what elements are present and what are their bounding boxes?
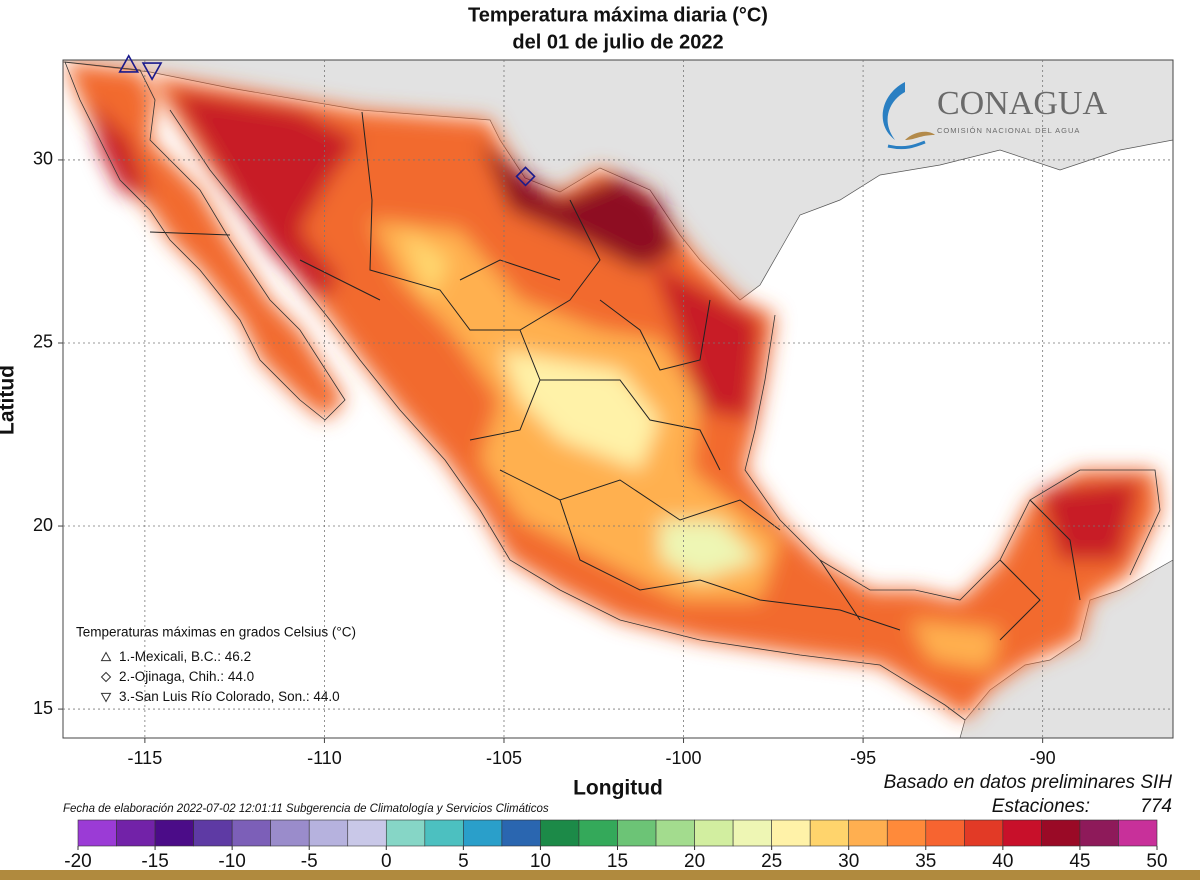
footer: Fecha de elaboración 2022-07-02 12:01:11… [63, 803, 549, 815]
colorbar-tick-label: 0 [381, 851, 392, 872]
colorbar-tick-label: 20 [684, 851, 705, 872]
colorbar-bin [925, 819, 965, 847]
x-tick-label: -90 [1030, 748, 1056, 768]
bottom-stripe [0, 870, 1200, 880]
colorbar-tick-label: -5 [301, 851, 318, 872]
colorbar-bin [1118, 819, 1158, 847]
colorbar-bin [809, 819, 850, 847]
colorbar-bin [270, 819, 310, 847]
x-tick-label: -115 [128, 748, 163, 768]
colorbar-tick-label: -15 [141, 851, 168, 872]
colorbar-bin [154, 819, 194, 847]
colorbar-tick-label: 10 [530, 851, 551, 872]
colorbar-tick-label: 15 [607, 851, 628, 872]
colorbar-tick-label: 30 [838, 851, 859, 872]
logo-name: CONAGUA [937, 85, 1107, 122]
colorbar-bin [463, 819, 503, 847]
y-axis-label: Latitud [0, 365, 19, 435]
state-borders [149, 111, 1081, 641]
logo: CONAGUA COMISIÓN NACIONAL DEL AGUA [882, 82, 1107, 150]
legend-symbol [100, 651, 112, 662]
colorbar-bin [964, 819, 1004, 847]
station-value: 44.0 [228, 669, 254, 684]
colorbar-bin [732, 819, 772, 847]
station-label: 1.-Mexicali, B.C.: [119, 649, 221, 664]
title: Temperatura máxima diaria (°C) [468, 4, 768, 26]
x-tick-label: -110 [307, 748, 342, 768]
colorbar-bin [501, 819, 541, 847]
colorbar-bin [1002, 819, 1042, 847]
colorbar-bin [886, 819, 927, 847]
logo-swirl [882, 82, 905, 140]
colorbar-tick-label: -20 [64, 851, 91, 872]
y-tick-label: 25 [33, 332, 53, 352]
station-value: 44.0 [313, 689, 339, 704]
x-tick-label: -95 [850, 748, 876, 768]
colorbar-bin [424, 819, 464, 847]
y-tick-label: 20 [33, 515, 53, 535]
mexico-coast [64, 61, 1161, 721]
stations-count-label: Estaciones: [992, 796, 1090, 817]
colorbar-bin [308, 819, 349, 847]
station-value: 46.2 [225, 649, 251, 664]
colorbar-tick-label: 35 [915, 851, 936, 872]
colorbar-tick-label: 50 [1146, 851, 1167, 872]
colorbar-bin [116, 819, 156, 847]
colorbar-bin [655, 819, 695, 847]
colorbar-bin [578, 819, 618, 847]
legend-symbol [100, 692, 112, 703]
colorbar-tick-label: 40 [992, 851, 1013, 872]
colorbar-tick-label: 45 [1069, 851, 1090, 872]
colorbar-tick-label: -10 [218, 851, 245, 872]
legend-box [72, 618, 402, 710]
station-label: 2.-Ojinaga, Chih.: [119, 669, 224, 684]
subtitle: del 01 de julio de 2022 [512, 31, 723, 53]
legend-entry: 2.-Ojinaga, Chih.: 44.0 [119, 669, 254, 684]
colorbar-bin [694, 819, 734, 847]
legend-symbol [100, 671, 112, 683]
map-frame [62, 59, 1174, 739]
colorbar-bin [193, 819, 233, 847]
station-marker [141, 62, 163, 81]
logo-tagline: COMISIÓN NACIONAL DEL AGUA [937, 126, 1080, 135]
y-tick-label: 30 [33, 149, 53, 169]
colorbar-bin [771, 819, 811, 847]
logo-bird [905, 131, 935, 140]
colorbar-bin [1041, 819, 1081, 847]
y-tick-label: 15 [33, 698, 53, 718]
colorbar-bin [385, 819, 426, 847]
source-note: Basado en datos preliminares SIH [884, 772, 1173, 793]
colorbar-bin [617, 819, 657, 847]
x-axis-label: Longitud [573, 777, 663, 800]
legend-entry: 1.-Mexicali, B.C.: 46.2 [119, 649, 251, 664]
colorbar-bin [231, 819, 271, 847]
colorbar-bin [848, 819, 888, 847]
legend-title: Temperaturas máximas en grados Celsius (… [76, 625, 356, 640]
station-label: 3.-San Luis Río Colorado, Son.: [119, 689, 310, 704]
colorbar-bin [1079, 819, 1119, 847]
x-tick-label: -100 [666, 748, 702, 768]
x-tick-label: -105 [486, 748, 522, 768]
colorbar-tick-label: 25 [761, 851, 782, 872]
colorbar-bin [347, 819, 387, 847]
station-marker [515, 166, 536, 187]
station-marker [118, 54, 140, 73]
legend-entry: 3.-San Luis Río Colorado, Son.: 44.0 [119, 689, 340, 704]
colorbar-tick-label: 5 [458, 851, 469, 872]
colorbar-bin [540, 819, 580, 847]
stations-count: 774 [1140, 796, 1172, 817]
colorbar-bin [77, 819, 117, 847]
logo-wave [887, 140, 926, 150]
